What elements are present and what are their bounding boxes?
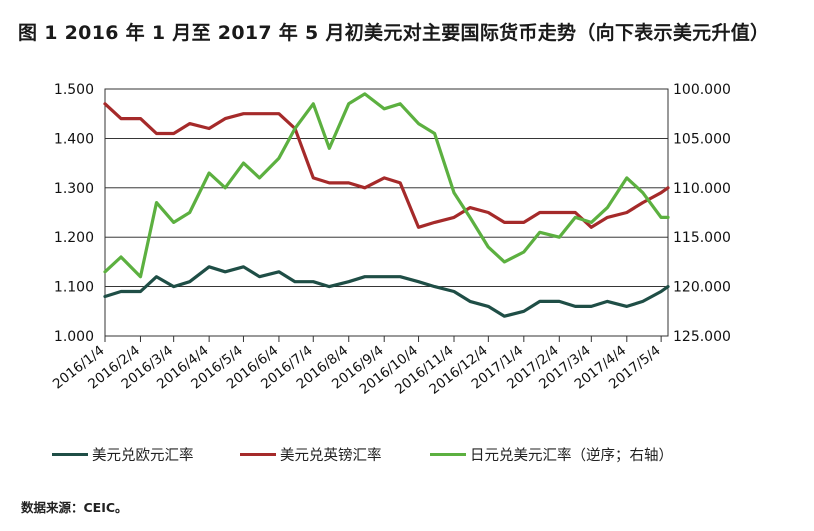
series-line-3 xyxy=(103,92,670,279)
y-left-tick-label: 1.400 xyxy=(54,131,94,147)
source-note: 数据来源：CEIC。 xyxy=(21,500,128,515)
y-left-tick-label: 1.100 xyxy=(54,280,94,296)
y-right-tick-label: 125.000 xyxy=(673,329,731,345)
series-line-1 xyxy=(103,265,670,318)
series-line-2 xyxy=(103,102,670,229)
legend-swatch xyxy=(52,453,88,456)
y-right-tick-label: 100.000 xyxy=(673,82,731,98)
plot-border xyxy=(104,88,669,337)
y-left-tick-label: 1.200 xyxy=(54,230,94,246)
y-right-tick-label: 105.000 xyxy=(673,131,731,147)
chart-title: 图 1 2016 年 1 月至 2017 年 5 月初美元对主要国际货币走势（向… xyxy=(18,22,770,44)
legend-label: 美元兑欧元汇率 xyxy=(92,448,194,464)
legend-swatch xyxy=(430,453,466,456)
y-right-tick-label: 120.000 xyxy=(673,280,731,296)
y-right-tick-label: 115.000 xyxy=(673,230,731,246)
legend-swatch xyxy=(240,453,276,456)
y-left-tick-label: 1.500 xyxy=(54,82,94,98)
y-right-tick-label: 110.000 xyxy=(673,181,731,197)
legend-label: 美元兑英镑汇率 xyxy=(280,448,382,464)
legend-item: 美元兑欧元汇率 xyxy=(52,444,194,465)
y-left-tick-label: 1.300 xyxy=(54,181,94,197)
legend-label: 日元兑美元汇率（逆序；右轴） xyxy=(470,448,673,464)
y-left-tick-label: 1.000 xyxy=(54,329,94,345)
legend-item: 美元兑英镑汇率 xyxy=(240,444,382,465)
legend-item: 日元兑美元汇率（逆序；右轴） xyxy=(430,444,673,465)
